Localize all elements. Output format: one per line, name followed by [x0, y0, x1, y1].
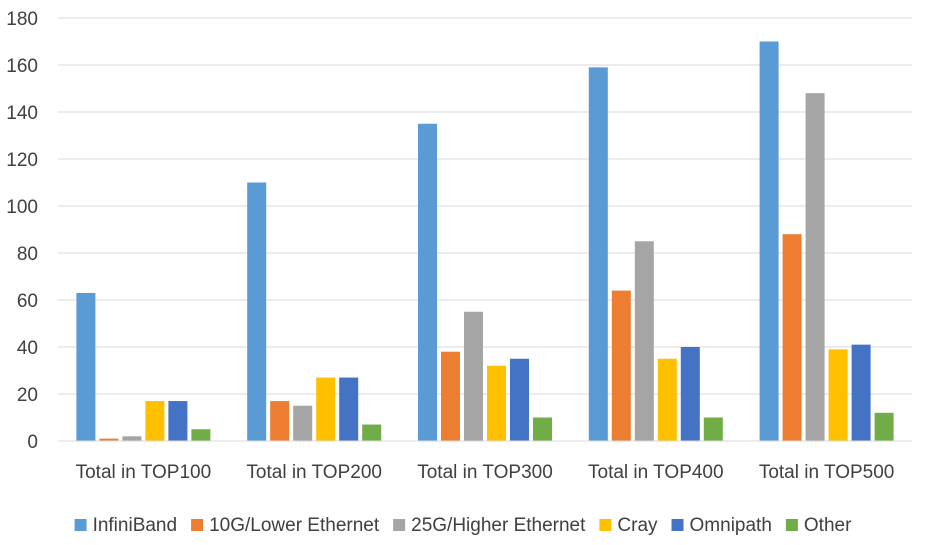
bar — [680, 347, 700, 441]
legend-label: Cray — [617, 515, 658, 536]
bar-group — [759, 41, 894, 441]
legend-swatch — [599, 519, 612, 531]
bar — [874, 412, 894, 441]
y-tick-label: 120 — [6, 150, 38, 171]
bar — [247, 182, 267, 441]
bar — [168, 401, 188, 441]
x-axis: Total in TOP100 Total in TOP200 Total in T… — [58, 440, 912, 483]
bar — [441, 351, 460, 441]
y-tick-label: 140 — [6, 103, 38, 124]
bar — [191, 429, 211, 441]
bar — [464, 311, 483, 441]
legend-label: 10G/Lower Ethernet — [209, 515, 380, 536]
bar — [339, 377, 359, 441]
y-tick-label: 100 — [6, 197, 38, 218]
legend-swatch — [191, 519, 204, 531]
bar — [99, 438, 119, 441]
y-tick-label: 80 — [17, 244, 38, 265]
bar-group — [588, 67, 723, 441]
y-tick-label: 0 — [27, 432, 38, 453]
bar — [418, 123, 437, 441]
bar — [851, 344, 871, 441]
bar — [362, 424, 382, 441]
legend: InfiniBand 10G/Lower Ethernet 25G/Higher E… — [74, 515, 852, 536]
x-tick-label: Total in TOP300 — [417, 462, 553, 483]
x-tick-label: Total in TOP200 — [246, 462, 382, 483]
bar — [487, 365, 506, 441]
legend-swatch — [671, 519, 684, 531]
y-tick-label: 40 — [17, 338, 38, 359]
bar — [805, 93, 825, 441]
y-axis-ticks: 0 20 40 60 80 100 120 140 160 180 — [6, 9, 38, 453]
bar — [122, 436, 142, 441]
bar — [533, 417, 552, 441]
bar — [703, 417, 723, 441]
y-tick-label: 60 — [17, 291, 38, 312]
bar — [782, 234, 802, 441]
legend-swatch — [393, 519, 406, 531]
bar — [76, 292, 96, 441]
bar — [510, 358, 529, 441]
bar — [611, 290, 631, 441]
x-tick-label: Total in TOP500 — [759, 462, 895, 483]
bar — [634, 241, 654, 441]
bar-group — [76, 292, 211, 441]
bar — [759, 41, 779, 441]
x-tick-label: Total in TOP100 — [76, 462, 212, 483]
bar-group — [418, 123, 552, 441]
bar — [316, 377, 336, 441]
legend-label: 25G/Higher Ethernet — [411, 515, 586, 536]
bar-group — [247, 182, 382, 441]
legend-label: InfiniBand — [93, 515, 178, 536]
y-tick-label: 180 — [6, 9, 38, 30]
legend-label: Omnipath — [690, 515, 772, 536]
legend-swatch — [74, 519, 87, 531]
bar — [293, 405, 313, 441]
bar — [145, 401, 165, 441]
y-tick-label: 20 — [17, 385, 38, 406]
bar — [828, 349, 848, 441]
y-tick-label: 160 — [6, 56, 38, 77]
bars — [76, 41, 894, 441]
x-tick-label: Total in TOP400 — [588, 462, 724, 483]
legend-label: Other — [804, 515, 852, 536]
bar — [270, 401, 290, 441]
bar — [588, 67, 608, 441]
gridlines — [58, 17, 912, 395]
legend-swatch — [785, 519, 798, 531]
bar — [657, 358, 677, 441]
